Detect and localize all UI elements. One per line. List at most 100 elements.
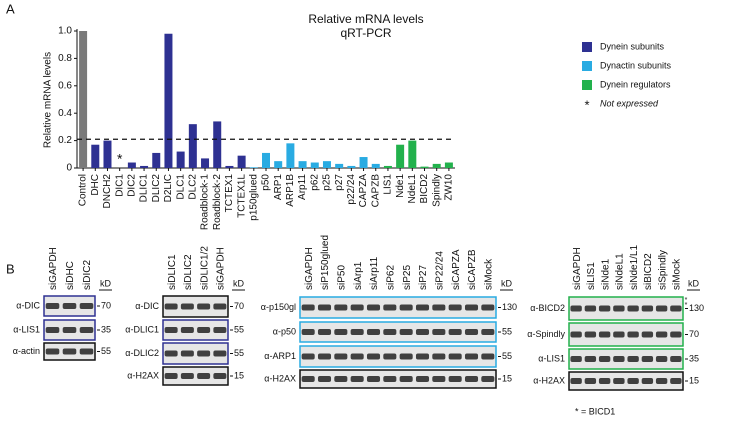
x-tick-label: Roadblock-1	[200, 174, 211, 231]
x-tick-label: DLC2	[187, 174, 198, 200]
y-tick-label: 1.0	[58, 26, 72, 37]
x-tick-label: Nde1	[395, 174, 406, 198]
blot-band	[317, 376, 332, 382]
bar	[140, 165, 149, 168]
blot-band	[448, 329, 462, 335]
x-tick-label: DLC1	[175, 174, 186, 200]
blot-band	[448, 376, 462, 382]
row-label: α-H2AX	[533, 375, 565, 385]
bar	[432, 163, 441, 168]
bar	[310, 162, 319, 168]
size-marker: 15	[689, 375, 699, 385]
legend-swatch	[582, 42, 592, 52]
x-tick-label: DIC2	[127, 174, 138, 197]
blot-band	[432, 329, 446, 335]
x-tick-label: DHC	[90, 174, 101, 196]
blot-band	[366, 353, 381, 360]
x-tick-label: DLIC2	[151, 174, 162, 203]
row-label: α-LIS1	[13, 324, 40, 334]
blot-band	[432, 304, 446, 311]
blot-band	[62, 348, 77, 355]
blot-band	[641, 378, 654, 384]
blot-band	[415, 353, 430, 360]
blot-band	[570, 305, 582, 312]
blot-band	[213, 303, 227, 310]
blot-band	[655, 378, 668, 384]
lane-label: siDLIC1	[167, 254, 178, 290]
size-marker: 55	[502, 326, 512, 336]
x-tick-label: p25	[322, 174, 333, 191]
blot-band	[180, 327, 194, 333]
bar	[213, 121, 222, 168]
blot-band	[213, 350, 227, 357]
blot-frame	[162, 366, 229, 386]
blot-band	[464, 376, 479, 382]
x-tick-label: DNCH2	[102, 174, 113, 209]
bar	[322, 161, 331, 168]
x-tick-label: p50	[261, 174, 272, 191]
blot-frame	[43, 319, 96, 341]
lane-label: siGAPDH	[304, 247, 315, 290]
blot-band	[197, 303, 211, 310]
blot-band	[641, 305, 654, 312]
lane-label: siDHC	[65, 261, 76, 290]
blot-band	[481, 353, 495, 360]
blot-band	[350, 329, 364, 335]
blot-band	[62, 327, 77, 333]
lane-label: siDIC2	[82, 260, 93, 290]
blot-band	[350, 353, 364, 360]
not-expressed-marker: *	[117, 151, 123, 167]
size-marker: 55	[234, 324, 244, 334]
blot-band	[350, 376, 364, 382]
blot-band	[334, 304, 348, 311]
blot-band	[197, 327, 211, 333]
blot-band	[383, 353, 397, 360]
blot-frame	[43, 342, 96, 361]
blot-band	[164, 373, 178, 379]
legend-label: Not expressed	[600, 98, 659, 108]
bar	[176, 151, 185, 168]
blot-frame	[299, 321, 497, 343]
blot-band	[613, 331, 625, 338]
blot-band	[570, 331, 582, 338]
row-label: α-DLIC1	[125, 324, 159, 334]
lane-label: siMock	[672, 258, 683, 290]
blot-band	[481, 376, 495, 382]
blot-band	[655, 305, 668, 312]
blot-frame	[568, 371, 684, 391]
blot-band	[670, 356, 682, 362]
y-tick-label: 0	[66, 163, 72, 174]
lane-label: siNdeL1	[615, 253, 626, 290]
row-label: α-H2AX	[264, 373, 296, 383]
blot-band	[655, 356, 668, 362]
blot-band	[317, 353, 332, 360]
blot-band	[481, 329, 495, 335]
x-tick-label: p62	[309, 174, 320, 191]
panel-label: B	[6, 261, 15, 276]
bar	[359, 157, 368, 168]
blot-band	[180, 303, 194, 310]
blot-band	[366, 376, 381, 382]
blot-band	[627, 305, 639, 312]
x-tick-label: NdeL1	[407, 174, 418, 204]
size-marker: 35	[689, 353, 699, 363]
bar	[444, 162, 453, 168]
y-tick-label: 0.6	[58, 80, 72, 91]
blot-band	[301, 353, 315, 360]
blot-band	[627, 331, 639, 338]
blot-band	[598, 305, 611, 312]
x-tick-label: ARP1	[273, 174, 284, 201]
blot-band	[383, 376, 397, 382]
bar	[164, 33, 173, 168]
bar	[383, 165, 392, 168]
blot-band	[570, 378, 582, 384]
blot-background	[163, 343, 228, 364]
x-tick-label: TCTEX1L	[236, 174, 247, 218]
lane-label: siBICD2	[643, 253, 654, 290]
bar	[103, 140, 112, 168]
blot-band	[627, 378, 639, 384]
blot-band	[432, 376, 446, 382]
blot-background	[163, 296, 228, 317]
blot-band	[584, 305, 597, 312]
row-label: α-H2AX	[127, 370, 159, 380]
